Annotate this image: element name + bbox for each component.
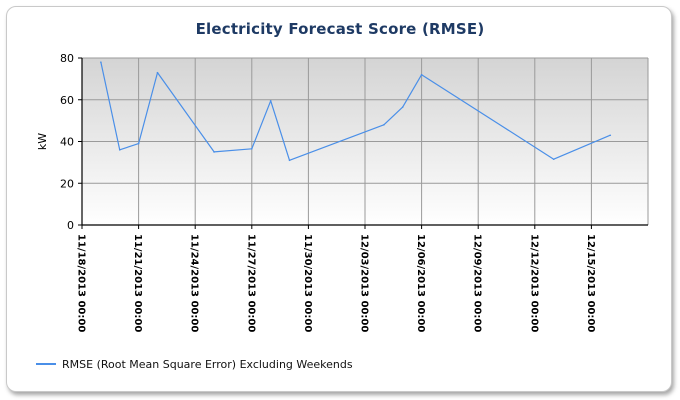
x-tick-label: 11/24/2013 00:00 xyxy=(189,234,200,332)
legend-label: RMSE (Root Mean Square Error) Excluding … xyxy=(62,357,353,371)
data-point xyxy=(100,61,102,63)
data-point xyxy=(213,151,215,153)
x-tick-label: 11/18/2013 00:00 xyxy=(76,234,87,332)
x-tick-label: 11/21/2013 00:00 xyxy=(132,234,143,332)
data-point xyxy=(609,134,612,137)
y-tick-label: 60 xyxy=(60,94,74,107)
axes xyxy=(78,57,648,229)
y-tick-label: 80 xyxy=(60,52,74,65)
x-tick-label: 11/30/2013 00:00 xyxy=(302,234,313,332)
data-point xyxy=(137,142,140,145)
x-tick-label: 12/09/2013 00:00 xyxy=(472,234,483,332)
x-tick-label: 12/15/2013 00:00 xyxy=(585,234,596,332)
y-tick-label: 0 xyxy=(67,219,74,232)
x-tick-label: 12/06/2013 00:00 xyxy=(415,234,426,332)
series-layer xyxy=(100,61,612,162)
data-point xyxy=(288,159,291,162)
data-point xyxy=(156,71,159,74)
legend: RMSE (Root Mean Square Error) Excluding … xyxy=(36,356,353,372)
data-point xyxy=(118,149,121,151)
data-point xyxy=(552,158,555,161)
y-tick-label: 20 xyxy=(60,177,74,190)
x-tick-label: 12/12/2013 00:00 xyxy=(528,234,539,332)
x-tick-labels: 11/18/2013 00:00 11/21/2013 00:00 11/24/20… xyxy=(76,234,596,332)
y-tick-labels: 0 20 40 60 80 xyxy=(60,52,74,232)
data-point xyxy=(251,148,253,150)
y-tick-label: 40 xyxy=(60,136,74,149)
data-point xyxy=(401,106,404,108)
data-point xyxy=(420,73,423,76)
x-tick-label: 11/27/2013 00:00 xyxy=(245,234,256,332)
data-point xyxy=(383,124,385,126)
chart-title: Electricity Forecast Score (RMSE) xyxy=(195,20,485,38)
x-tick-label: 12/03/2013 00:00 xyxy=(359,234,370,332)
legend-swatch xyxy=(36,363,56,365)
y-axis-label: kW xyxy=(36,133,49,150)
data-point xyxy=(269,99,272,102)
